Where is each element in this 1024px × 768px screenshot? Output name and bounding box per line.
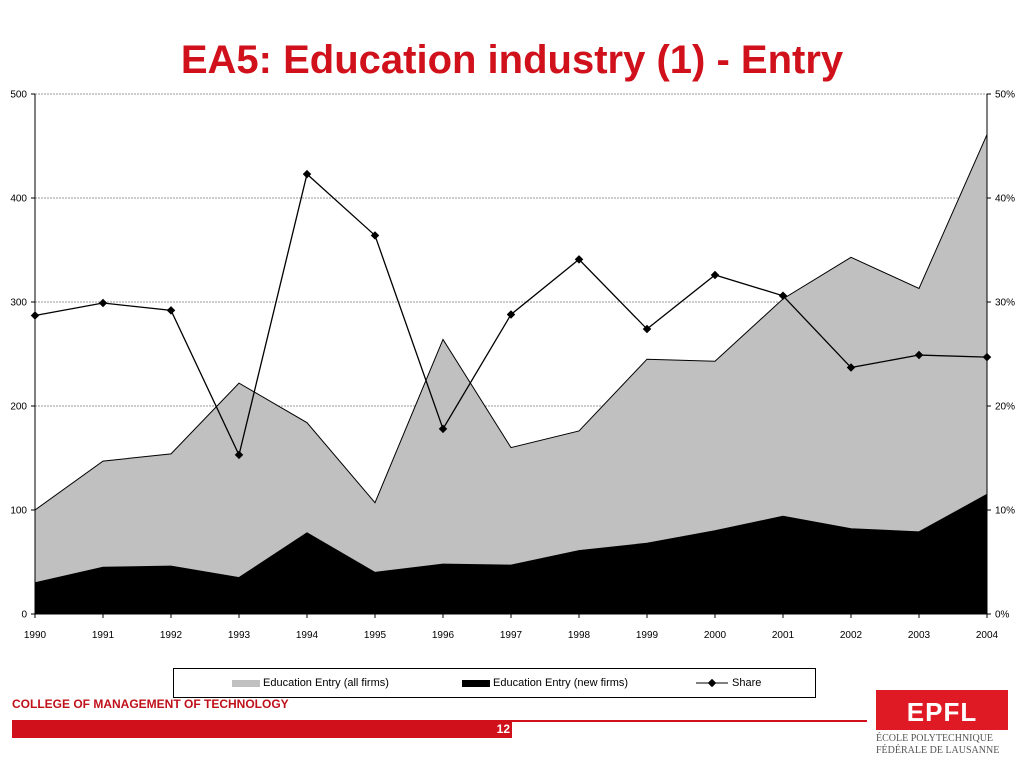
y-right-tick-label: 30% [995, 298, 1015, 309]
share-point [98, 298, 108, 308]
x-tick-label: 1992 [160, 630, 183, 641]
share-point [370, 231, 380, 240]
x-tick-label: 1991 [92, 630, 115, 641]
legend-item-new-firms: Education Entry (new firms) [462, 677, 628, 689]
area-new-firms [34, 493, 988, 615]
x-tick-label: 1990 [24, 630, 47, 641]
y-right-tick-label: 20% [995, 402, 1015, 413]
epfl-logo: EPFL [876, 690, 1008, 730]
y-left-tick-label: 100 [10, 506, 27, 517]
share-point [574, 255, 584, 264]
footer-divider [512, 720, 867, 722]
x-tick-label: 1994 [296, 630, 319, 641]
x-tick-label: 1997 [500, 630, 523, 641]
epfl-logo-subtitle: ÉCOLE POLYTECHNIQUE FÉDÉRALE DE LAUSANNE [876, 733, 1016, 757]
legend-swatch-all-firms [232, 679, 260, 687]
y-left-tick-label: 200 [10, 402, 27, 413]
x-tick-label: 2003 [908, 630, 931, 641]
x-tick-label: 1999 [636, 630, 659, 641]
epfl-logo-line1: ÉCOLE POLYTECHNIQUE [876, 733, 994, 744]
legend-swatch-new-firms [462, 679, 490, 687]
footer-bar: 12 [12, 720, 512, 738]
y-left-tick-label: 500 [10, 90, 27, 101]
epfl-logo-line2: FÉDÉRALE DE LAUSANNE [876, 745, 1000, 756]
footer-college-label: COLLEGE OF MANAGEMENT OF TECHNOLOGY [12, 697, 289, 711]
legend-label-all-firms: Education Entry (all firms) [263, 677, 389, 689]
slide-title: EA5: Education industry (1) - Entry [180, 38, 844, 82]
legend-marker-share [696, 679, 728, 687]
page-number: 12 [496, 722, 510, 736]
y-right-tick-label: 50% [995, 90, 1015, 101]
y-right-tick-label: 0% [995, 610, 1010, 621]
share-point [438, 424, 448, 434]
x-tick-label: 2002 [840, 630, 863, 641]
share-point [778, 291, 788, 301]
area-all-firms [34, 134, 988, 615]
x-tick-label: 1996 [432, 630, 455, 641]
share-point [846, 363, 856, 372]
share-point [506, 310, 516, 319]
x-tick-label: 1995 [364, 630, 387, 641]
y-right-tick-label: 40% [995, 194, 1015, 205]
chart-legend: Education Entry (all firms) Education En… [173, 668, 816, 698]
legend-label-new-firms: Education Entry (new firms) [493, 677, 629, 689]
share-point [710, 270, 720, 280]
share-point [642, 324, 652, 334]
x-tick-label: 1998 [568, 630, 591, 641]
area-series [34, 134, 988, 615]
x-tick-label: 2004 [976, 630, 999, 641]
x-tick-label: 2000 [704, 630, 727, 641]
share-point [302, 169, 312, 179]
share-point [166, 306, 176, 315]
legend-item-all-firms: Education Entry (all firms) [232, 677, 389, 689]
legend-item-share: Share [696, 677, 761, 689]
y-right-tick-label: 10% [995, 506, 1015, 517]
y-left-tick-label: 400 [10, 194, 27, 205]
y-left-tick-label: 0 [21, 610, 27, 621]
epfl-logo-mark: EPFL [906, 697, 978, 727]
x-tick-label: 1993 [228, 630, 251, 641]
legend-label-share: Share [732, 677, 762, 689]
axes: 0 100 200 300 400 500 0% 10% 20% 30% 40% 50% 1990 199… [10, 90, 1015, 642]
chart: 0 100 200 300 400 500 0% 10% 20% 30% 40% 50% 1990 199… [10, 90, 1015, 642]
share-point [234, 450, 244, 460]
share-point [914, 350, 924, 360]
x-tick-label: 2001 [772, 630, 795, 641]
y-left-tick-label: 300 [10, 298, 27, 309]
